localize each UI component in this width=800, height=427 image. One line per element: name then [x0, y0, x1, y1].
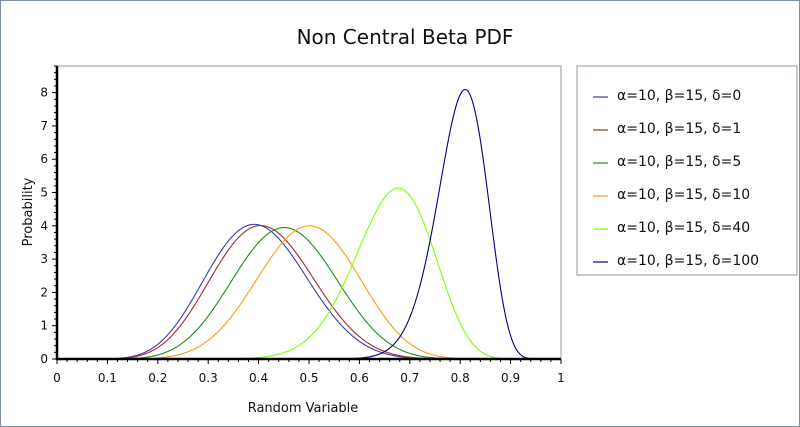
x-tick-label: 0.3	[199, 371, 218, 385]
axes: 0 0.1 0.2 0.3 0.4 0.5 0.6 0.7 0.8 0.9 1 0 1 2 3 4 5 6 7 8	[40, 65, 565, 385]
y-tick-label: 3	[40, 252, 48, 266]
legend-label: α=10, β=15, δ=40	[617, 220, 750, 236]
y-tick-label: 8	[40, 86, 48, 100]
x-tick-label: 0.9	[501, 371, 520, 385]
y-tick-label: 0	[40, 352, 48, 366]
legend-item: α=10, β=15, δ=10	[593, 187, 750, 203]
y-tick-label: 4	[40, 219, 48, 233]
legend-item: α=10, β=15, δ=1	[593, 121, 741, 137]
x-tick-label: 1	[557, 371, 565, 385]
y-tick-label: 5	[40, 186, 48, 200]
legend-item: α=10, β=15, δ=5	[593, 154, 741, 170]
legend-label: α=10, β=15, δ=1	[617, 121, 741, 137]
x-tick-label: 0.6	[350, 371, 369, 385]
x-tick-label: 0.5	[299, 371, 318, 385]
legend-item: α=10, β=15, δ=40	[593, 220, 750, 236]
legend: α=10, β=15, δ=0 α=10, β=15, δ=1 α=10, β=15…	[593, 88, 759, 269]
legend-label: α=10, β=15, δ=10	[617, 187, 750, 203]
x-axis-label: Random Variable	[248, 401, 359, 416]
x-tick-label: 0.7	[400, 371, 419, 385]
y-tick-label: 6	[40, 152, 48, 166]
legend-box	[576, 65, 798, 276]
chart-title: Non Central Beta PDF	[297, 25, 514, 49]
y-tick-label: 1	[40, 319, 48, 333]
y-tick-label: 2	[40, 285, 48, 299]
legend-label: α=10, β=15, δ=100	[617, 253, 759, 269]
x-tick-label: 0	[53, 371, 61, 385]
x-tick-label: 0.8	[451, 371, 470, 385]
legend-item: α=10, β=15, δ=0	[593, 88, 741, 104]
plot-area	[56, 65, 562, 360]
x-tick-label: 0.4	[249, 371, 268, 385]
y-axis-label: Probability	[21, 177, 36, 246]
legend-label: α=10, β=15, δ=5	[617, 154, 741, 170]
legend-item: α=10, β=15, δ=100	[593, 253, 759, 269]
legend-label: α=10, β=15, δ=0	[617, 88, 741, 104]
y-tick-label: 7	[40, 119, 48, 133]
x-tick-label: 0.1	[98, 371, 117, 385]
x-tick-label: 0.2	[148, 371, 167, 385]
